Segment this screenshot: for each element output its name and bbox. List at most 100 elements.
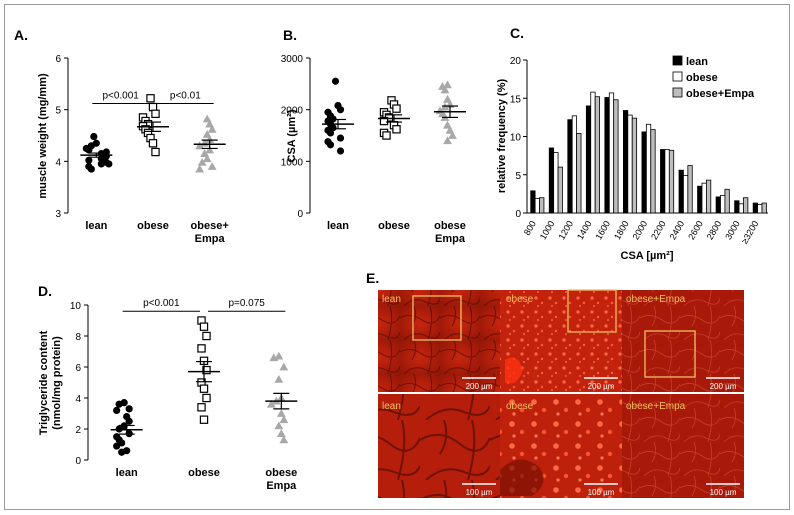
data-point — [195, 141, 205, 150]
histogram-bar — [571, 115, 578, 214]
data-point — [279, 362, 289, 371]
data-point — [279, 435, 289, 444]
histogram-bar — [705, 179, 712, 214]
histogram-bar — [576, 133, 582, 214]
data-point — [151, 109, 160, 118]
histogram-bar — [557, 166, 563, 214]
data-point — [336, 134, 345, 142]
micro-label-obese-empa-2: obese+Empa — [626, 401, 686, 412]
x-category-label: Empa — [266, 480, 297, 492]
x-axis-label: CSA [µm²] — [621, 250, 674, 262]
scale-label-obese-empa-2: 100 µm — [710, 488, 737, 497]
data-point — [379, 116, 389, 126]
y-axis-label: CSA (µm²) — [286, 109, 298, 162]
histogram-bar — [668, 149, 675, 214]
data-point — [202, 154, 212, 163]
histogram-bar — [631, 117, 638, 214]
histogram-bar — [683, 175, 689, 214]
data-point — [85, 156, 93, 164]
zoom-box-obese-empa — [644, 330, 696, 378]
histogram-bar — [687, 165, 693, 214]
y-tick-label: 3000 — [281, 54, 304, 65]
y-tick-label: 5 — [515, 171, 521, 182]
data-point — [336, 147, 345, 155]
x-tick-label: 1400 — [575, 219, 594, 241]
histogram-bar — [604, 97, 610, 214]
histogram-bar — [623, 110, 629, 214]
data-point — [202, 393, 211, 403]
y-axis-label: relative frequency (%) — [496, 79, 508, 194]
x-category-label: obese — [378, 220, 410, 232]
figure-frame — [4, 4, 790, 510]
data-point — [269, 353, 279, 362]
histogram-bar — [567, 119, 573, 214]
chart-c-csa-histogram: 0 5 10 15 20 relative frequency (%) 800 1000 120… — [496, 55, 768, 262]
legend-label: lean — [686, 56, 708, 68]
x-category-label: obese — [434, 220, 466, 232]
histogram-bar — [743, 197, 749, 214]
data-point — [279, 415, 289, 424]
data-point — [115, 425, 123, 433]
legend-label: obese+Empa — [686, 88, 755, 100]
y-tick-label: 2000 — [281, 106, 304, 117]
x-tick-label: 2600 — [686, 219, 705, 241]
data-point — [326, 129, 335, 137]
data-point — [443, 136, 452, 145]
x-tick-label: 2800 — [705, 219, 724, 241]
data-point — [205, 145, 215, 154]
x-category-label: lean — [85, 220, 107, 232]
x-category-label: lean — [116, 467, 138, 479]
y-axis-label: muscle weight (mg/mm) — [37, 73, 49, 199]
histogram-bar — [590, 91, 596, 214]
x-category-label: obese — [188, 467, 220, 479]
panel-label-b: B. — [283, 27, 297, 43]
histogram-bar — [660, 149, 666, 214]
x-tick-label: 2400 — [668, 219, 687, 241]
micrograph-obese-empa-200 — [622, 290, 744, 392]
histogram-bar — [715, 196, 721, 214]
histogram-bar — [752, 202, 758, 214]
y-tick-label: 8 — [75, 332, 81, 343]
data-point — [199, 415, 209, 424]
data-point — [274, 421, 284, 430]
y-tick-label: 4 — [55, 157, 61, 168]
y-axis-label: Triglyceride content — [38, 330, 50, 435]
y-tick-label: 0 — [297, 209, 303, 220]
data-point — [146, 94, 155, 103]
data-point — [113, 406, 121, 414]
data-point — [125, 417, 133, 425]
data-point — [115, 400, 123, 408]
micrograph-lean-200 — [378, 290, 500, 392]
micrograph-lean-100 — [378, 394, 500, 498]
histogram-bar — [678, 169, 684, 214]
x-tick-label: 1200 — [556, 219, 575, 241]
histogram-bar — [627, 114, 633, 214]
x-tick-label: 2200 — [649, 219, 668, 241]
histogram-bar — [701, 182, 707, 214]
histogram-bar — [613, 99, 619, 214]
histogram-bar — [720, 195, 726, 214]
p-value-label: p<0.001 — [102, 90, 139, 101]
legend-swatch — [672, 55, 683, 66]
x-tick-label: 1000 — [538, 219, 557, 241]
legend-swatch — [672, 71, 683, 82]
y-tick-label: 15 — [510, 94, 522, 105]
data-point — [336, 106, 345, 114]
data-point — [197, 403, 206, 412]
x-tick-label: 3000 — [723, 219, 742, 241]
data-point — [266, 399, 276, 408]
y-tick-label: 1000 — [281, 157, 304, 168]
y-tick-label: 0 — [75, 456, 81, 467]
histogram-bar — [539, 197, 545, 214]
histogram-bar — [548, 147, 555, 214]
y-tick-label: 2 — [75, 425, 81, 436]
x-category-label: obese — [137, 220, 169, 232]
y-tick-label: 0 — [515, 209, 521, 220]
micro-label-lean-2: lean — [382, 401, 401, 412]
x-tick-label: 2000 — [631, 219, 650, 241]
zoom-box-lean — [412, 295, 462, 341]
histogram-bar — [724, 188, 730, 214]
x-category-label: Empa — [435, 233, 466, 245]
histogram-bar — [585, 105, 592, 214]
data-point — [197, 157, 207, 166]
